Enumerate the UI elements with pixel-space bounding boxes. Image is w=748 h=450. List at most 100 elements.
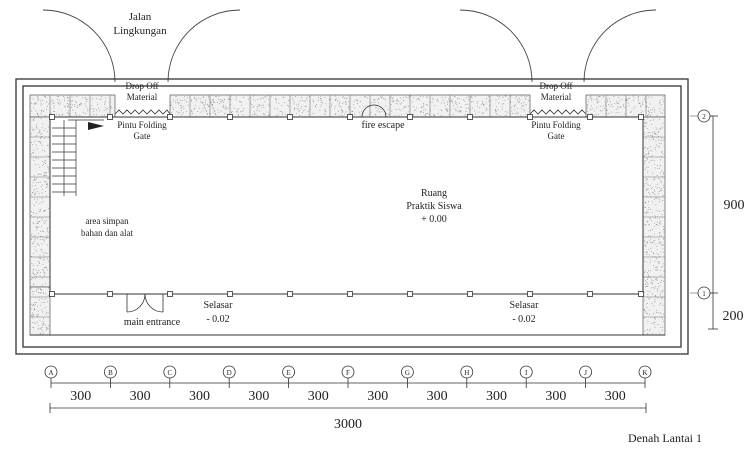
speck <box>661 150 663 152</box>
speck <box>345 101 347 103</box>
speck <box>334 99 336 101</box>
speck <box>238 108 240 110</box>
speck <box>645 206 647 208</box>
speck <box>103 109 105 111</box>
speck <box>47 168 49 170</box>
speck <box>36 187 38 189</box>
speck <box>353 100 355 102</box>
speck <box>42 321 44 323</box>
speck <box>359 105 361 107</box>
speck <box>399 103 401 105</box>
speck <box>268 111 270 113</box>
speck <box>398 101 400 102</box>
speck <box>33 193 35 195</box>
speck <box>441 96 443 98</box>
speck <box>40 118 42 119</box>
speck <box>33 304 35 305</box>
speck <box>220 110 222 112</box>
speck <box>42 326 44 328</box>
speck <box>184 99 186 101</box>
speck <box>652 253 654 255</box>
speck <box>294 107 295 109</box>
speck <box>488 100 490 102</box>
speck <box>441 102 443 104</box>
speck <box>661 151 663 153</box>
label-gate-right-1: Pintu Folding <box>531 120 581 130</box>
speck <box>650 124 652 126</box>
speck <box>278 103 280 105</box>
column <box>49 291 55 297</box>
speck <box>36 314 38 316</box>
speck <box>655 127 657 129</box>
speck <box>464 100 466 102</box>
speck <box>656 197 658 199</box>
speck <box>646 188 648 190</box>
speck <box>254 100 256 102</box>
speck <box>35 274 37 275</box>
speck <box>37 272 39 274</box>
speck <box>606 109 608 111</box>
speck <box>36 126 37 128</box>
speck <box>649 261 651 263</box>
row-label-1: 1 <box>702 290 706 298</box>
speck <box>654 178 656 180</box>
speck <box>663 231 665 233</box>
speck <box>482 112 484 113</box>
column <box>638 114 644 120</box>
speck <box>184 96 185 98</box>
speck <box>34 238 36 240</box>
speck <box>417 97 419 99</box>
speck <box>207 103 208 105</box>
speck <box>46 238 48 240</box>
speck <box>217 102 218 103</box>
speck <box>39 231 41 232</box>
speck <box>656 258 658 260</box>
speck <box>521 105 523 107</box>
speck <box>654 217 656 219</box>
speck <box>647 158 648 160</box>
speck <box>655 197 657 199</box>
speck <box>223 104 224 106</box>
speck <box>53 107 55 109</box>
speck <box>170 101 172 103</box>
speck <box>659 108 661 110</box>
speck <box>71 106 73 108</box>
speck <box>646 254 648 256</box>
speck <box>596 102 598 104</box>
speck <box>334 95 336 97</box>
speck <box>40 289 41 291</box>
speck <box>175 96 177 98</box>
speck <box>213 99 214 101</box>
speck <box>307 111 309 113</box>
speck <box>638 97 639 98</box>
speck <box>43 129 45 131</box>
grid-bubble-k <box>638 365 652 379</box>
speck <box>453 105 455 107</box>
speck <box>322 102 323 104</box>
speck <box>79 104 81 106</box>
speck <box>498 96 500 98</box>
speck <box>643 119 645 121</box>
speck <box>44 160 46 162</box>
speck <box>98 107 100 109</box>
speck <box>423 104 425 106</box>
speck <box>33 290 35 292</box>
speck <box>433 114 435 116</box>
speck <box>96 109 98 111</box>
speck <box>485 107 487 109</box>
speck <box>632 99 634 101</box>
speck <box>646 122 647 124</box>
grid-bubble-d <box>222 365 236 379</box>
speck <box>651 279 653 281</box>
speck <box>655 134 657 135</box>
speck <box>609 105 611 107</box>
speck <box>645 138 647 140</box>
speck <box>68 106 70 108</box>
speck <box>275 102 277 104</box>
speck <box>177 103 179 105</box>
speck <box>52 102 54 104</box>
speck <box>31 234 33 236</box>
speck <box>511 107 513 109</box>
grid-bubble-j <box>579 365 592 379</box>
speck <box>654 189 655 191</box>
